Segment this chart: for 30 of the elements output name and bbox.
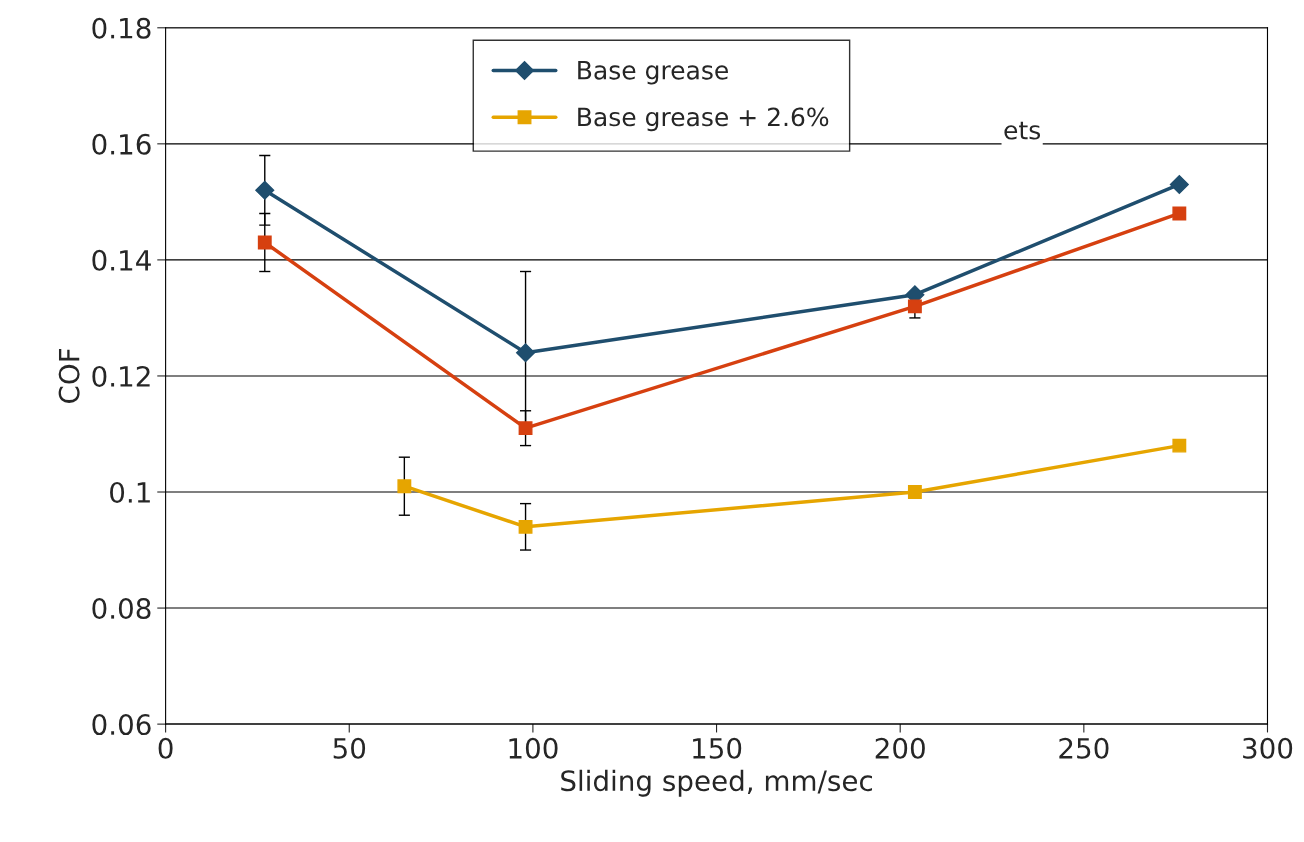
x-tick-label: 50 bbox=[333, 737, 366, 759]
y-tick-label: 0.08 bbox=[92, 598, 151, 620]
y-tick-label: 0.14 bbox=[92, 249, 151, 271]
point bbox=[518, 421, 533, 436]
x-axis-title: Sliding speed, mm/sec bbox=[561, 769, 873, 797]
point bbox=[397, 479, 412, 494]
x-tick-label: 300 bbox=[1243, 737, 1293, 759]
y-tick-label: 0.06 bbox=[92, 714, 151, 736]
point bbox=[255, 180, 275, 200]
x-tick-label: 250 bbox=[1059, 737, 1109, 759]
y-tick-label: 0.16 bbox=[92, 133, 151, 155]
y-tick-label: 0.1 bbox=[110, 481, 150, 503]
x-tick-label: 0 bbox=[158, 737, 173, 759]
point bbox=[907, 485, 922, 499]
point bbox=[518, 519, 533, 534]
point bbox=[1172, 438, 1187, 453]
y-axis-title: COF bbox=[58, 348, 80, 404]
x-tick-label: 100 bbox=[509, 737, 558, 759]
x-tick-label: 150 bbox=[693, 737, 742, 759]
legend-label: Base grease + 2.6% bbox=[578, 107, 829, 132]
point bbox=[257, 235, 272, 250]
point bbox=[1169, 174, 1189, 194]
y-tick-label: 0.18 bbox=[92, 17, 151, 39]
point bbox=[907, 299, 922, 314]
point bbox=[516, 343, 536, 363]
y-tick-label: 0.12 bbox=[92, 365, 150, 387]
x-tick-label: 200 bbox=[875, 737, 925, 759]
point bbox=[1172, 206, 1187, 221]
annotation: ets bbox=[1004, 121, 1041, 140]
legend-label: Base grease bbox=[578, 61, 728, 85]
